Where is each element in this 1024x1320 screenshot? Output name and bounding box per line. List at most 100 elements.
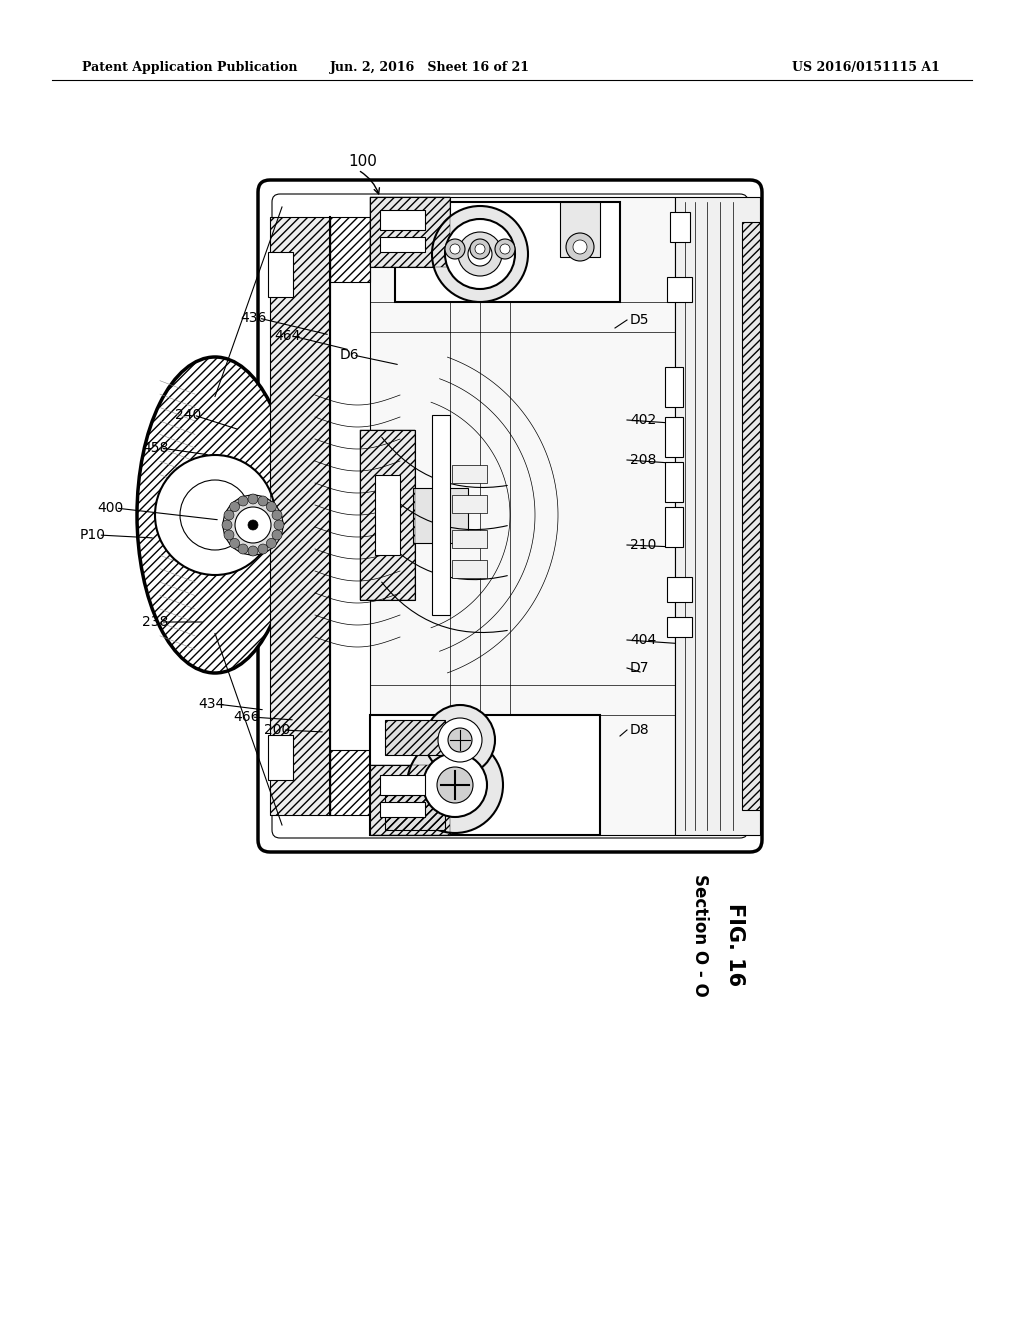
Circle shape [449, 729, 472, 752]
Circle shape [248, 546, 258, 556]
Bar [667, 277, 692, 302]
Bar [395, 202, 620, 302]
FancyArrowPatch shape [382, 437, 507, 487]
Circle shape [432, 206, 528, 302]
Circle shape [445, 239, 465, 259]
FancyArrowPatch shape [382, 487, 507, 529]
Bar [452, 495, 487, 513]
Text: Patent Application Publication: Patent Application Publication [82, 62, 298, 74]
Text: 458: 458 [142, 441, 168, 455]
Bar [665, 367, 683, 407]
Bar [360, 430, 415, 601]
Bar [375, 475, 400, 554]
Text: 466: 466 [233, 710, 259, 723]
Circle shape [437, 767, 473, 803]
Bar [370, 197, 675, 836]
Text: Jun. 2, 2016   Sheet 16 of 21: Jun. 2, 2016 Sheet 16 of 21 [330, 62, 530, 74]
Circle shape [224, 510, 233, 520]
Bar [432, 414, 450, 615]
Bar [742, 222, 760, 810]
Circle shape [155, 455, 275, 576]
Text: 238: 238 [142, 615, 168, 630]
Circle shape [425, 705, 495, 775]
Circle shape [229, 502, 240, 512]
Bar [667, 577, 692, 602]
FancyArrowPatch shape [382, 582, 507, 632]
Bar [380, 775, 425, 795]
Text: 436: 436 [240, 312, 266, 325]
Bar [370, 197, 450, 267]
Bar [665, 507, 683, 546]
Text: Section O - O: Section O - O [691, 874, 709, 997]
Text: 464: 464 [274, 329, 300, 343]
Circle shape [248, 520, 258, 531]
Bar [268, 735, 293, 780]
Text: 240: 240 [175, 408, 202, 422]
Circle shape [222, 520, 232, 531]
Circle shape [238, 544, 248, 554]
Bar [270, 216, 330, 814]
Bar [330, 216, 370, 282]
Text: FIG. 16: FIG. 16 [725, 903, 745, 986]
Circle shape [258, 544, 268, 554]
Circle shape [468, 242, 492, 267]
Bar [330, 750, 370, 814]
Bar [385, 719, 445, 755]
Bar [452, 531, 487, 548]
Bar [370, 197, 450, 267]
Circle shape [423, 752, 487, 817]
Bar [370, 766, 450, 836]
Text: 402: 402 [630, 413, 656, 426]
Bar [413, 488, 468, 543]
Bar [665, 417, 683, 457]
Bar [270, 216, 330, 814]
Bar [360, 430, 415, 601]
Circle shape [475, 244, 485, 253]
Circle shape [450, 244, 460, 253]
Bar [385, 795, 445, 830]
Bar [370, 766, 450, 836]
Circle shape [272, 529, 282, 540]
Circle shape [223, 495, 283, 554]
Circle shape [180, 480, 250, 550]
Circle shape [229, 539, 240, 548]
Bar [380, 238, 425, 252]
Text: D8: D8 [630, 723, 649, 737]
Bar [370, 715, 600, 836]
Circle shape [274, 520, 284, 531]
Text: P10: P10 [80, 528, 106, 543]
Ellipse shape [137, 356, 293, 673]
Circle shape [272, 510, 282, 520]
Circle shape [470, 239, 490, 259]
Circle shape [495, 239, 515, 259]
Text: D5: D5 [630, 313, 649, 327]
Bar [665, 462, 683, 502]
Circle shape [258, 496, 268, 506]
Text: D6: D6 [340, 348, 359, 362]
Circle shape [224, 529, 233, 540]
Circle shape [438, 718, 482, 762]
Circle shape [266, 502, 276, 512]
Bar [670, 213, 690, 242]
Bar [380, 210, 425, 230]
Bar [675, 197, 760, 836]
Circle shape [500, 244, 510, 253]
Bar [452, 560, 487, 578]
Bar [560, 202, 600, 257]
Circle shape [573, 240, 587, 253]
Circle shape [566, 234, 594, 261]
Bar [667, 616, 692, 638]
Text: 100: 100 [348, 154, 377, 169]
FancyArrowPatch shape [382, 537, 507, 579]
Text: 434: 434 [198, 697, 224, 711]
Text: 200: 200 [264, 723, 290, 737]
Bar [452, 465, 487, 483]
Text: US 2016/0151115 A1: US 2016/0151115 A1 [793, 62, 940, 74]
Text: 210: 210 [630, 539, 656, 552]
Circle shape [266, 539, 276, 548]
Text: 404: 404 [630, 634, 656, 647]
Circle shape [238, 496, 248, 506]
Circle shape [407, 737, 503, 833]
Bar [268, 252, 293, 297]
Bar [380, 803, 425, 817]
